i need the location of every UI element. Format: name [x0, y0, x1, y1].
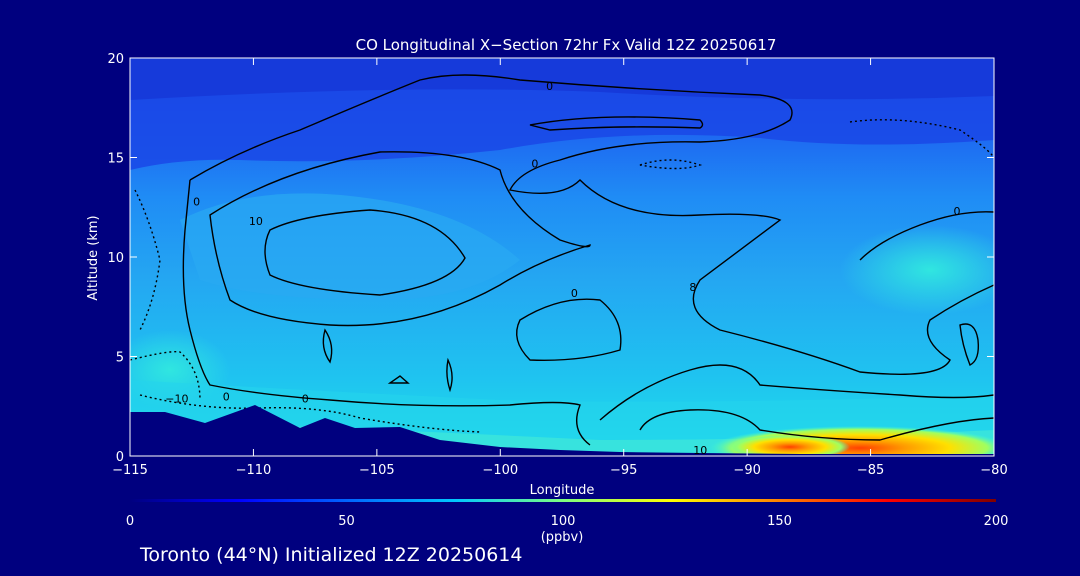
contour-line: [639, 409, 994, 441]
x-tick-label: −110: [236, 463, 272, 478]
x-tick-label: −100: [482, 463, 518, 478]
x-axis-label: Longitude: [530, 483, 595, 498]
chart-title: CO Longitudinal X−Section 72hr Fx Valid …: [356, 36, 777, 54]
colorbar-tick-label: 100: [551, 514, 576, 529]
contour-line: [639, 159, 703, 170]
footer-caption: Toronto (44°N) Initialized 12Z 20250614: [139, 544, 523, 566]
y-tick-label: 0: [116, 450, 124, 465]
x-axis: −115 −110 −105 −100 −95 −90 −85 −80: [112, 58, 1008, 478]
contour-line: [387, 375, 410, 384]
contour-line: [264, 209, 466, 296]
contour-line: [859, 211, 994, 261]
contour-line: [182, 179, 591, 446]
colorbar-tick-label: 150: [767, 514, 792, 529]
contour-label: 8: [689, 281, 696, 294]
contour-line: [529, 116, 704, 131]
x-tick-label: −95: [610, 463, 637, 478]
contour-lines: [130, 74, 994, 446]
contour-line: [599, 364, 994, 421]
x-tick-label: −80: [980, 463, 1007, 478]
x-tick-label: −115: [112, 463, 148, 478]
contour-label: 0: [571, 287, 578, 300]
y-axis-label: Altitude (km): [86, 215, 101, 300]
contour-line: [134, 189, 161, 331]
contour-line: [516, 298, 622, 361]
x-tick-label: −90: [733, 463, 760, 478]
contour-line: [322, 328, 333, 364]
contour-label: 0: [223, 390, 230, 403]
colorbar-ticks: 0 50 100 150 200: [126, 514, 1009, 529]
y-axis: 0 5 10 15 20: [107, 52, 994, 465]
colorbar-tick-label: 0: [126, 514, 134, 529]
contour-label: 0: [546, 80, 553, 93]
colorbar-tick-label: 50: [338, 514, 355, 529]
contour-label: 10: [249, 215, 263, 228]
contour-line: [959, 323, 980, 366]
contour-line: [446, 357, 453, 393]
y-tick-label: 10: [107, 251, 124, 266]
y-tick-label: 15: [107, 152, 124, 167]
contour-label: 10: [693, 444, 707, 457]
x-tick-label: −105: [359, 463, 395, 478]
contour-label: 0: [193, 195, 200, 208]
contour-label: 0: [302, 392, 309, 405]
contour-line: [849, 119, 994, 159]
contour-labels: 0 0 0 10 0 8 0 0 0 −10 10: [165, 80, 960, 457]
colorbar-unit-label: (ppbv): [541, 530, 584, 545]
contour-line: [130, 350, 201, 401]
contour-label: 0: [953, 205, 960, 218]
colorbar-tick-label: 200: [984, 514, 1009, 529]
colorbar: [130, 499, 996, 502]
contour-line: [209, 151, 591, 327]
contour-line: [139, 394, 481, 433]
contour-label: 0: [531, 157, 538, 170]
contour-label: −10: [165, 392, 188, 405]
y-tick-label: 5: [116, 351, 124, 366]
terrain-mask: [130, 405, 994, 456]
y-tick-label: 20: [107, 52, 124, 67]
contour-line: [189, 74, 994, 375]
x-tick-label: −85: [857, 463, 884, 478]
